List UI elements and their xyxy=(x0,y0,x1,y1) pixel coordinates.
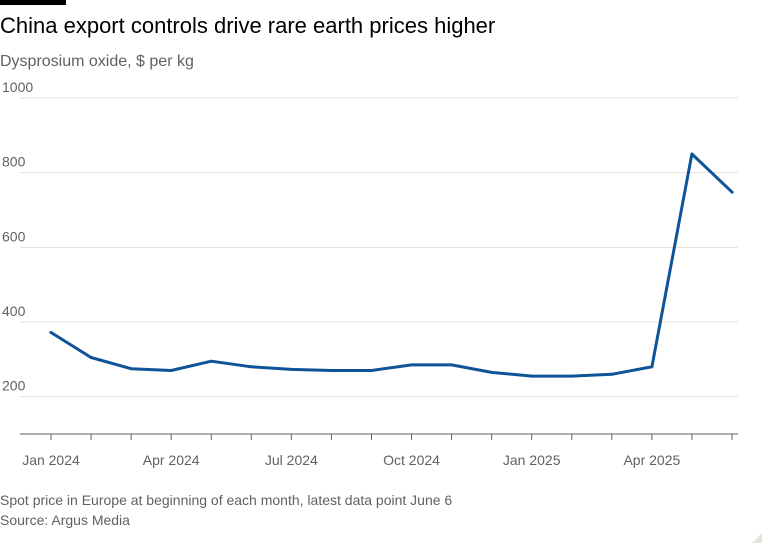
data-point xyxy=(650,365,654,369)
chart-footnote: Spot price in Europe at beginning of eac… xyxy=(0,492,453,508)
y-tick-label: 400 xyxy=(2,303,26,319)
data-point xyxy=(530,374,534,378)
data-point xyxy=(410,363,414,367)
data-point xyxy=(730,190,734,194)
chart-title: China export controls drive rare earth p… xyxy=(0,13,496,38)
data-point xyxy=(490,370,494,374)
x-tick-label: Jan 2025 xyxy=(503,452,561,468)
grid-lines xyxy=(20,97,738,398)
series-line xyxy=(49,152,734,378)
x-tick-label: Jan 2024 xyxy=(22,452,80,468)
data-point xyxy=(89,355,93,359)
data-point xyxy=(369,369,373,373)
y-tick-label: 1000 xyxy=(2,79,33,95)
data-point xyxy=(129,367,133,371)
corner-fold-decoration xyxy=(752,533,762,543)
data-point xyxy=(610,372,614,376)
x-tick-label: Apr 2024 xyxy=(143,452,200,468)
data-point xyxy=(329,369,333,373)
y-tick-label: 200 xyxy=(2,378,26,394)
data-point xyxy=(49,330,53,334)
y-axis-ticks: 200 400 600 800 1000 xyxy=(2,79,33,394)
data-point xyxy=(289,367,293,371)
x-tick-label: Oct 2024 xyxy=(383,452,440,468)
x-tick-label: Apr 2025 xyxy=(623,452,680,468)
data-point xyxy=(450,363,454,367)
data-point xyxy=(690,152,694,156)
chart-subtitle: Dysprosium oxide, $ per kg xyxy=(0,53,194,70)
x-axis: Jan 2024 Apr 2024 Jul 2024 Oct 2024 Jan 2025… xyxy=(20,433,738,468)
x-tick-label: Jul 2024 xyxy=(265,452,318,468)
data-point xyxy=(249,365,253,369)
series-line-layer xyxy=(49,152,734,378)
y-tick-label: 600 xyxy=(2,228,26,244)
data-point xyxy=(209,359,213,363)
data-point xyxy=(570,374,574,378)
brand-top-bar xyxy=(0,0,66,5)
chart-source: Source: Argus Media xyxy=(0,512,130,528)
data-point xyxy=(169,369,173,373)
y-tick-label: 800 xyxy=(2,154,26,170)
